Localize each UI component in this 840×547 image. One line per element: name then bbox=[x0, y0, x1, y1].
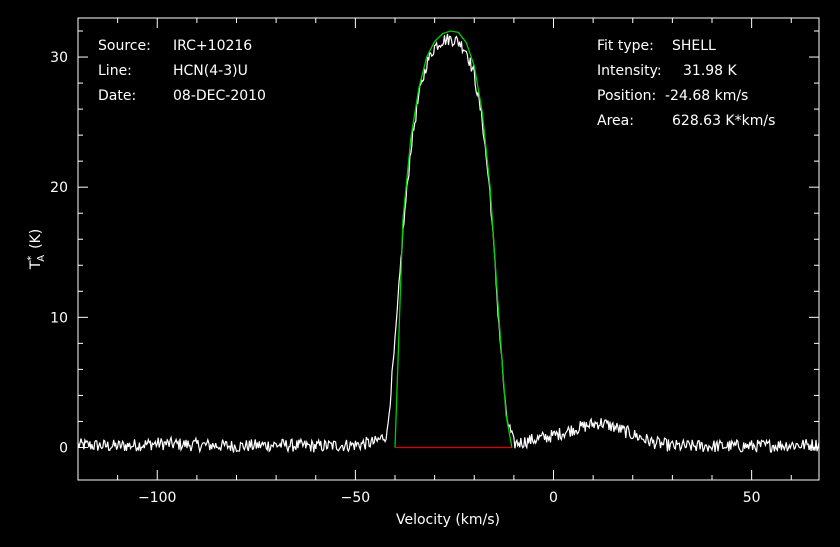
area-label: Area: bbox=[597, 113, 634, 129]
y-tick-labels: 0 10 20 30 bbox=[50, 50, 68, 456]
spectrum-line bbox=[78, 33, 819, 454]
x-tick-label: −100 bbox=[138, 490, 176, 506]
y-tick-label: 30 bbox=[50, 50, 68, 66]
intensity-label: Intensity: bbox=[597, 63, 662, 79]
x-tick-label: −50 bbox=[341, 490, 371, 506]
area-value: 628.63 K*km/s bbox=[672, 113, 775, 129]
y-axis-label: T*A (K) bbox=[26, 229, 47, 271]
x-tick-labels: −100 −50 0 50 bbox=[138, 490, 761, 506]
y-label-sub: A bbox=[36, 255, 47, 262]
date-label: Date: bbox=[98, 88, 136, 104]
fit-type-value: SHELL bbox=[672, 38, 716, 54]
intensity-value: 31.98 K bbox=[683, 63, 738, 79]
x-tick-label: 50 bbox=[743, 490, 761, 506]
fit-line bbox=[394, 30, 513, 448]
axis-ticks bbox=[77, 18, 819, 480]
plot-area bbox=[78, 30, 819, 454]
position-value: -24.68 km/s bbox=[665, 88, 748, 104]
line-value: HCN(4-3)U bbox=[173, 63, 248, 79]
y-tick-label: 0 bbox=[59, 440, 68, 456]
source-value: IRC+10216 bbox=[173, 38, 252, 54]
plot-frame bbox=[77, 17, 820, 481]
line-label: Line: bbox=[98, 63, 132, 79]
date-value: 08-DEC-2010 bbox=[173, 88, 266, 104]
x-tick-label: 0 bbox=[549, 490, 558, 506]
source-label: Source: bbox=[98, 38, 151, 54]
y-label-unit: (K) bbox=[28, 229, 44, 249]
y-label-main: T bbox=[28, 260, 44, 270]
x-axis-label: Velocity (km/s) bbox=[396, 512, 500, 528]
fit-type-label: Fit type: bbox=[597, 38, 654, 54]
y-label-sup: * bbox=[26, 256, 37, 261]
y-tick-label: 20 bbox=[50, 180, 68, 196]
y-tick-label: 10 bbox=[50, 310, 68, 326]
position-label: Position: bbox=[597, 88, 656, 104]
svg-text:T*A(K): T*A (K) bbox=[26, 229, 47, 271]
